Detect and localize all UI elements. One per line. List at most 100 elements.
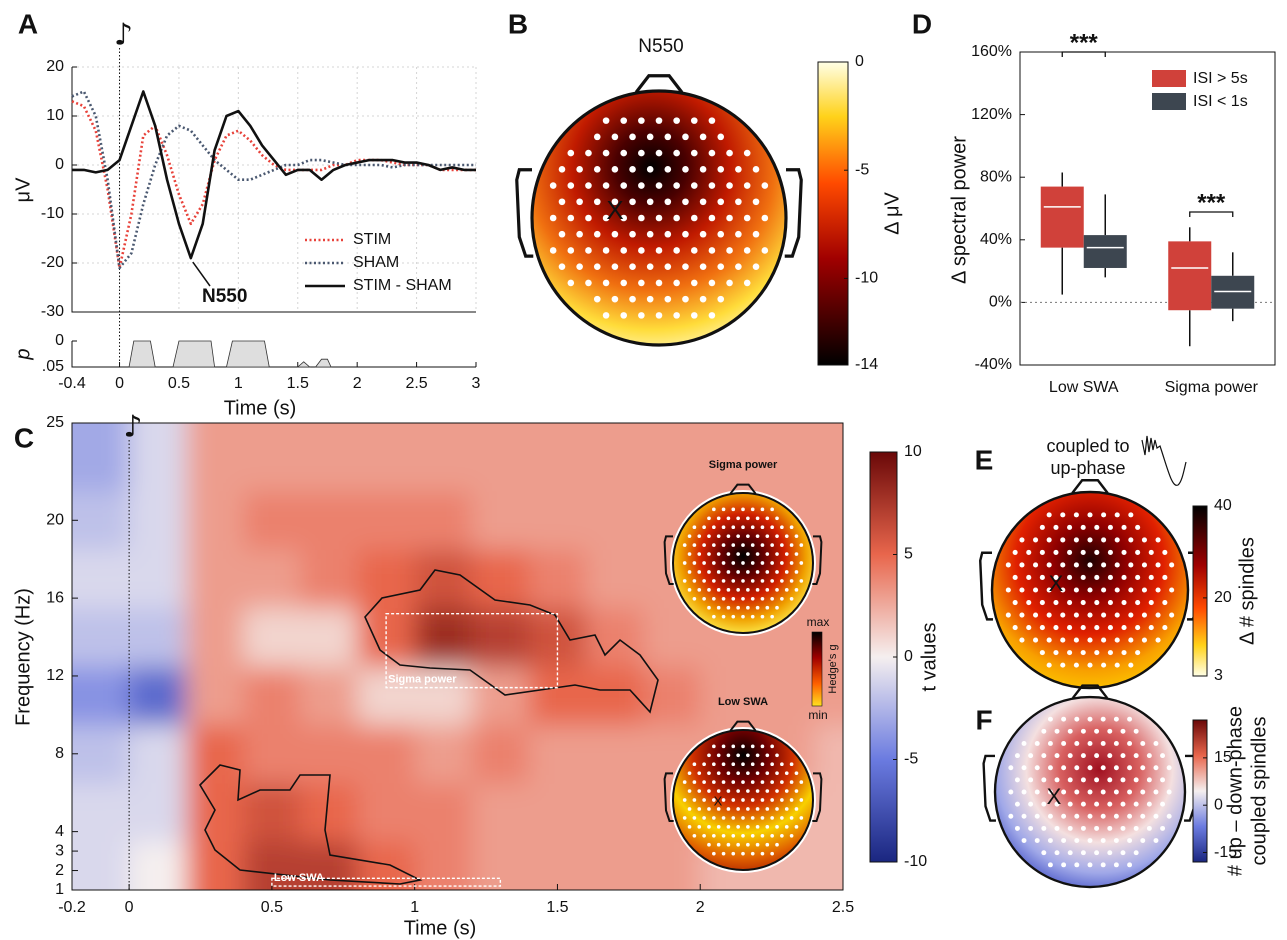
electrode [1121,549,1127,555]
x-tick-label: 1 [410,899,419,916]
colorbar-tick-label: 5 [904,546,913,563]
electrode [1073,612,1079,618]
electrode [784,807,789,811]
electrode [549,182,557,189]
electrode [1135,524,1141,530]
electrode [750,543,755,547]
electrode [593,198,601,206]
electrode [1101,562,1107,568]
electrode [755,842,760,847]
electrode [1012,625,1018,631]
electrode [1019,612,1025,618]
electrode [1047,716,1053,722]
electrode [1067,728,1073,734]
electrode [746,516,750,521]
heatmap-cell [357,423,416,492]
electrode [1080,599,1086,606]
electrode [567,214,575,222]
electrode [1046,612,1052,618]
electrode [593,133,601,141]
electrode [1120,850,1126,856]
heatmap-cell [414,666,473,726]
electrode [699,230,707,238]
electrode [712,596,716,601]
heatmap-cell [186,549,244,609]
electrode [1162,549,1168,555]
electrode [1135,549,1141,555]
heatmap-cell [129,491,187,550]
electrode [697,552,702,556]
electrode [1067,753,1073,759]
electrode [717,133,725,141]
electrode [746,753,750,758]
electrode [770,744,774,749]
y-tick-label: 80% [980,168,1012,185]
electrode [746,552,750,556]
electrode [760,780,765,784]
marker: X [1049,571,1064,596]
electrode [721,596,726,601]
cluster-contours [198,569,659,885]
electrode [1120,728,1126,734]
electrode [731,833,736,838]
electrode [692,543,697,547]
electrode [708,149,716,157]
electrode [1067,801,1073,807]
electrode [736,570,740,574]
electrode [682,263,689,270]
electrode [1019,587,1025,593]
electrode [726,149,733,157]
electrode [721,614,726,619]
electrode [655,214,663,222]
electrode [765,807,770,811]
electrode [1061,740,1067,746]
electrode [775,534,779,538]
electrode [1133,777,1139,783]
electrode [699,263,707,270]
ear [982,754,996,822]
electrode [611,263,619,270]
electrode [746,825,750,829]
electrode [1141,537,1147,543]
electrode [602,149,610,157]
electrode [1127,740,1133,746]
heatmap-cell [357,724,416,784]
electrode [558,166,566,173]
electrode [1080,777,1086,783]
heatmap-cell [414,724,473,784]
electrode [567,279,575,287]
colorbar-label: Δ # spindles [1236,537,1258,645]
electrode [708,117,716,124]
legend-label: ISI > 5s [1193,70,1248,87]
heatmap-cell [471,782,530,842]
electrode [1135,599,1141,606]
electrode [1107,850,1113,856]
electrode [682,295,689,303]
electrode [1094,549,1100,555]
electrode [1087,813,1093,819]
electrode [770,507,774,512]
electrode [1113,838,1119,844]
electrode [620,312,628,319]
electrode [602,214,610,222]
electrode [1107,801,1113,807]
electrode [1113,716,1119,722]
electrode [1021,838,1027,844]
heatmap-cell [72,491,130,550]
electrode [1169,562,1175,568]
electrode [750,507,755,512]
electrode [602,247,610,254]
heatmap-cell [586,666,644,726]
electrode [712,507,716,512]
electrode [567,149,575,157]
heatmap-cell [586,841,644,890]
electrode [1061,765,1067,771]
electrode [1166,765,1172,771]
heatmap-cell [129,549,187,609]
electrode [567,182,575,189]
electrode [1080,650,1086,656]
electrode [1101,587,1107,593]
electrode [1054,825,1060,831]
electrode [1053,599,1059,606]
